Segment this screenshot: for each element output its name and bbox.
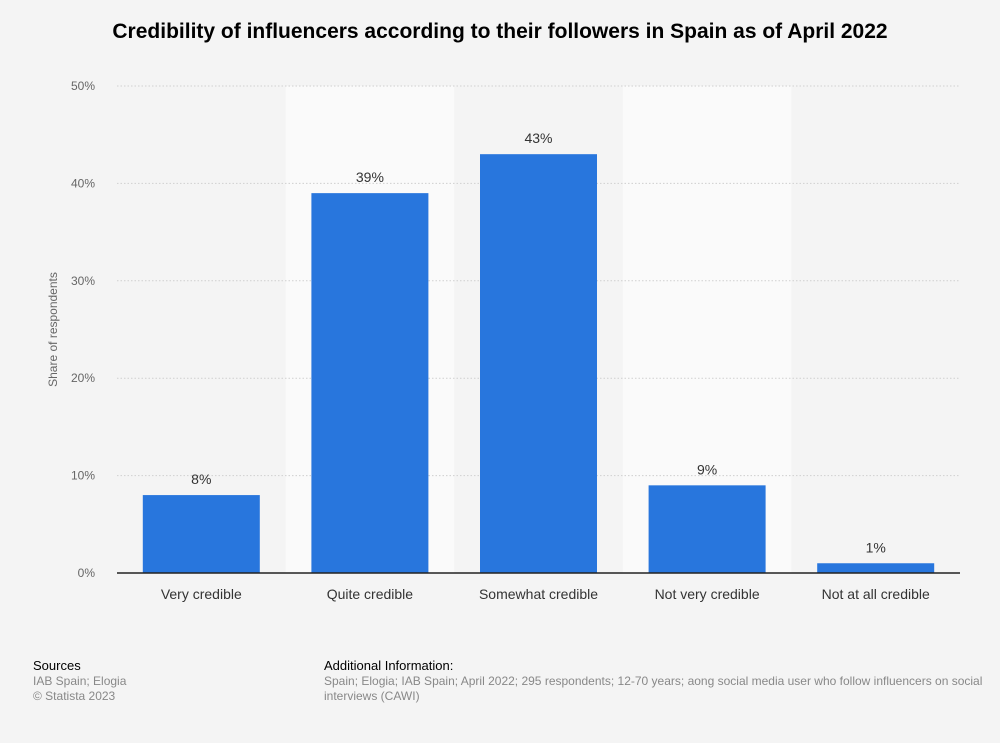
data-label: 8% xyxy=(191,471,211,487)
bar-very-credible[interactable] xyxy=(142,495,260,573)
additional-info-block: Additional Information: Spain; Elogia; I… xyxy=(324,658,1000,704)
x-tick-label: Quite credible xyxy=(327,586,414,602)
sources-block: Sources IAB Spain; Elogia © Statista 202… xyxy=(33,658,126,704)
bar-somewhat-credible[interactable] xyxy=(480,154,597,573)
data-label: 43% xyxy=(524,130,552,146)
x-tick-label: Somewhat credible xyxy=(479,586,598,602)
additional-info-text: Spain; Elogia; IAB Spain; April 2022; 29… xyxy=(324,674,983,688)
sources-text[interactable]: IAB Spain; Elogia xyxy=(33,674,127,688)
chart-title: Credibility of influencers according to … xyxy=(112,20,888,43)
data-label: 1% xyxy=(866,539,886,555)
additional-info-text-2: interviews (CAWI) xyxy=(324,689,420,703)
data-label: 39% xyxy=(356,169,384,185)
x-tick-label: Very credible xyxy=(161,586,242,602)
x-tick-label: Not at all credible xyxy=(822,586,930,602)
bar-not-at-all-credible[interactable] xyxy=(817,563,935,573)
copyright-text: © Statista 2023 xyxy=(33,689,116,703)
bar-chart: 0% 10% 20% 30% 40% 50% 8% Very credible 39% Quite… xyxy=(46,79,960,602)
y-tick-label: 50% xyxy=(71,79,95,93)
sources-heading: Sources xyxy=(33,658,81,673)
y-tick-label: 30% xyxy=(71,274,95,288)
y-axis-title: Share of respondents xyxy=(46,272,60,387)
x-tick-label: Not very credible xyxy=(655,586,760,602)
y-tick-label: 40% xyxy=(71,176,95,190)
bar-not-very-credible[interactable] xyxy=(648,485,766,573)
y-tick-label: 10% xyxy=(71,469,95,483)
data-label: 9% xyxy=(697,461,717,477)
additional-info-heading: Additional Information: xyxy=(324,658,454,673)
bar-quite-credible[interactable] xyxy=(311,193,429,573)
y-tick-label: 20% xyxy=(71,371,95,385)
y-tick-label: 0% xyxy=(78,566,96,580)
